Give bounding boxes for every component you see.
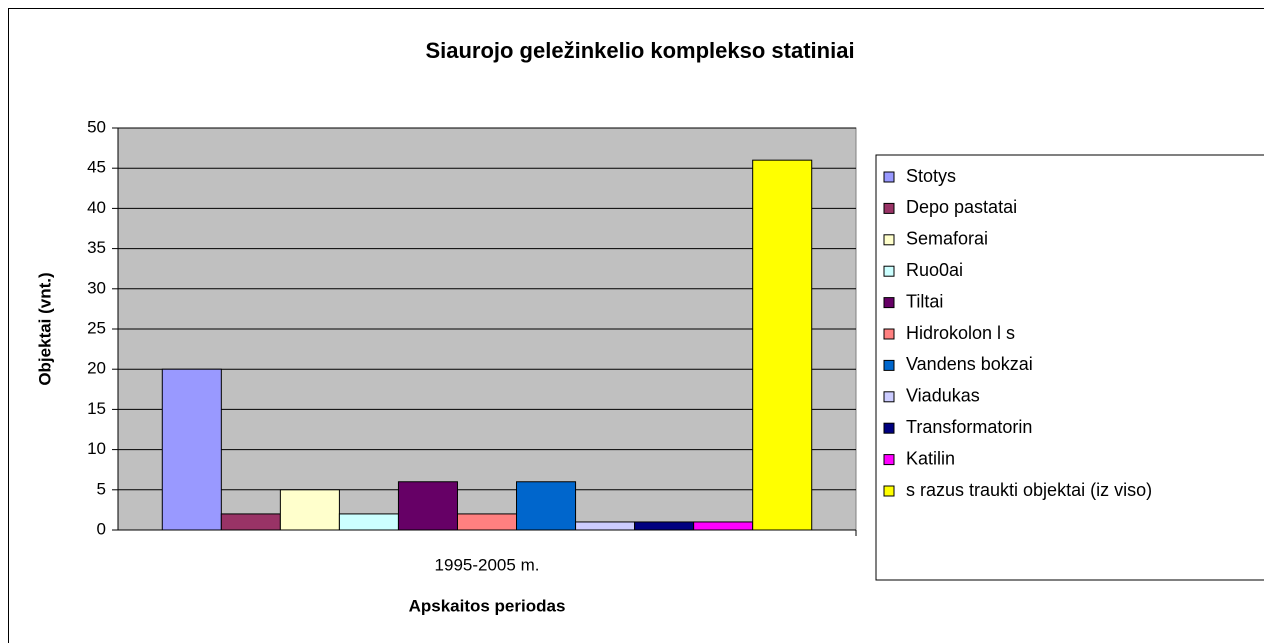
legend-swatch <box>883 297 895 309</box>
bar <box>752 159 813 531</box>
bar <box>338 513 399 531</box>
legend-label: Vandens bokzai <box>906 354 1033 374</box>
legend-label: Depo pastatai <box>906 197 1017 217</box>
legend-swatch <box>883 171 895 183</box>
legend-label: Transformatorin <box>906 417 1032 437</box>
y-tick-label: 50 <box>87 117 106 136</box>
y-tick-label: 20 <box>87 359 106 378</box>
bar <box>634 521 695 531</box>
legend-swatch <box>883 485 895 497</box>
bar <box>279 489 340 531</box>
chart-title: Siaurojo geležinkelio komplekso statinia… <box>425 38 854 63</box>
legend-swatch <box>883 422 895 434</box>
legend-label: Viadukas <box>906 386 980 406</box>
legend-label: Ruo0ai <box>906 260 963 280</box>
bar <box>516 481 577 531</box>
legend-label: s razus traukti objektai (iz viso) <box>906 480 1152 500</box>
bar <box>161 368 222 531</box>
y-tick-label: 40 <box>87 198 106 217</box>
bar <box>456 513 518 531</box>
legend-swatch <box>883 454 895 466</box>
legend-label: Katilin <box>906 448 955 468</box>
bar <box>397 481 458 531</box>
y-tick-label: 15 <box>87 399 106 418</box>
legend-swatch <box>883 234 895 246</box>
y-axis-title: Objektai (vnt.) <box>35 272 54 385</box>
y-tick-label: 0 <box>97 519 106 538</box>
bar <box>575 521 636 531</box>
y-tick-label: 30 <box>87 278 106 297</box>
legend-label: Hidrokolon l s <box>906 323 1015 343</box>
y-tick-label: 35 <box>87 238 106 257</box>
legend-swatch <box>883 359 895 371</box>
y-tick-label: 10 <box>87 439 106 458</box>
bar <box>693 521 754 531</box>
y-tick-label: 5 <box>97 479 106 498</box>
legend-label: Tiltai <box>906 291 943 311</box>
y-tick-label: 45 <box>87 158 106 177</box>
legend-swatch <box>883 265 895 277</box>
x-axis-title: Apskaitos periodas <box>409 596 566 615</box>
legend-label: Stotys <box>906 166 956 186</box>
bar <box>220 513 281 531</box>
x-tick-label: 1995-2005 m. <box>435 555 540 574</box>
y-tick-label: 25 <box>87 318 106 337</box>
legend-box <box>875 154 1264 581</box>
legend-label: Semaforai <box>906 229 988 249</box>
legend-swatch <box>883 328 895 340</box>
legend-swatch <box>883 202 895 214</box>
legend-swatch <box>883 391 895 403</box>
